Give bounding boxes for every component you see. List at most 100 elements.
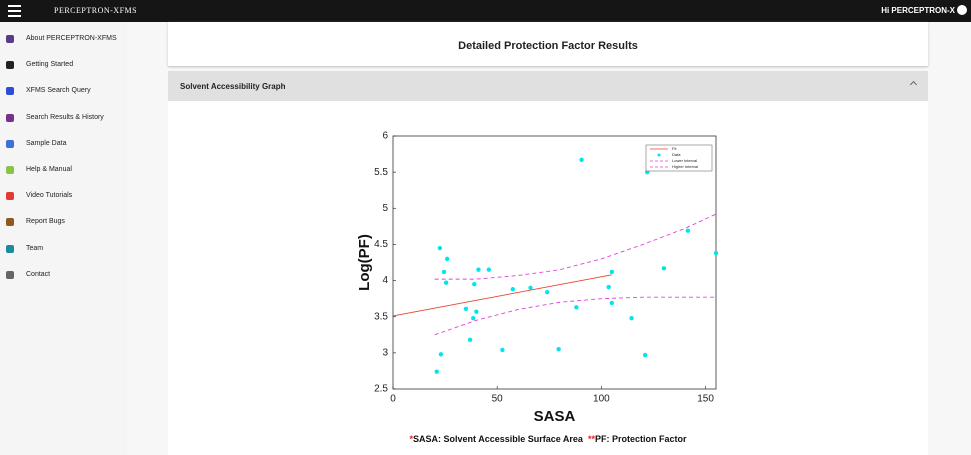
data-point xyxy=(474,309,479,314)
data-point xyxy=(661,266,667,271)
series-line xyxy=(392,274,612,317)
logo[interactable]: PERCEPTRON-XFMS xyxy=(54,6,138,15)
nav-icon xyxy=(6,113,14,122)
nav-label: Getting Started xyxy=(26,61,74,69)
data-point xyxy=(444,256,450,262)
data-point xyxy=(471,315,476,321)
data-point xyxy=(606,284,611,290)
y-tick-label: 5.5 xyxy=(374,167,388,178)
data-point xyxy=(437,245,443,251)
series-line xyxy=(434,213,717,280)
y-tick-label: 3 xyxy=(382,347,388,358)
chevron[interactable] xyxy=(909,80,918,89)
data-point xyxy=(609,300,615,306)
y-tick-label: 4.5 xyxy=(374,239,388,250)
series-line xyxy=(434,296,716,336)
data-point xyxy=(642,352,648,358)
nav-label: Team xyxy=(26,244,44,252)
data-point xyxy=(528,285,533,290)
data-point xyxy=(467,337,473,343)
x-tick-label: 150 xyxy=(697,394,714,405)
legend-label: Fit xyxy=(672,146,677,151)
data-point xyxy=(500,347,505,353)
page-title: Detailed Protection Factor Results xyxy=(458,40,638,52)
x-axis-label: SASA xyxy=(534,408,576,425)
nav-icon xyxy=(6,192,14,201)
y-tick-label: 4 xyxy=(382,275,388,286)
nav-icon xyxy=(6,166,14,174)
footnote-mark: ** xyxy=(587,434,595,444)
legend-label: Data xyxy=(672,152,681,157)
footnote-mark: * xyxy=(409,434,414,444)
nav-icon xyxy=(6,244,14,253)
nav-item[interactable]: Help & Manual xyxy=(0,161,127,181)
sidebar: About PERCEPTRON-XFMS Getting Started XFMS… xyxy=(0,22,127,455)
data-point xyxy=(713,250,719,256)
accordion-header[interactable]: Solvent Accessibility Graph xyxy=(168,71,928,101)
nav-item[interactable]: Sample Data xyxy=(0,135,127,155)
nav-icon xyxy=(6,87,14,96)
x-tick-label: 50 xyxy=(492,394,504,405)
data-point xyxy=(609,269,615,275)
data-point xyxy=(486,267,492,272)
nav-label: Sample Data xyxy=(26,139,67,147)
section-title: Solvent Accessibility Graph xyxy=(180,82,286,91)
x-tick-label: 100 xyxy=(593,394,610,405)
data-point xyxy=(574,305,579,310)
x-tick-label: 0 xyxy=(390,394,396,405)
greeting[interactable]: Hi PERCEPTRON-X xyxy=(881,6,955,15)
nav-item[interactable]: XFMS Search Query xyxy=(0,82,127,102)
data-point xyxy=(556,347,561,352)
nav-icon xyxy=(6,61,14,70)
data-point xyxy=(579,157,584,163)
nav-label: About PERCEPTRON-XFMS xyxy=(26,35,117,42)
y-tick-label: 3.5 xyxy=(374,311,388,322)
legend-swatch xyxy=(657,153,661,157)
nav-icon xyxy=(6,139,14,148)
data-point xyxy=(443,280,449,285)
nav-label: Contact xyxy=(26,270,51,278)
nav-item[interactable]: Report Bugs xyxy=(0,213,127,233)
y-tick-label: 2.5 xyxy=(374,384,388,395)
data-point xyxy=(441,269,447,275)
nav-icon xyxy=(6,270,14,279)
footnote: *SASA: Solvent Accessible Surface Area *… xyxy=(168,434,928,444)
nav-item[interactable]: Contact xyxy=(0,266,127,286)
nav-item[interactable]: About PERCEPTRON-XFMS xyxy=(0,30,127,50)
chart: 0 50 100 150 2.5 3 3.5 4 4.5 5 5.5 6 SASA Log(PF) FitD… xyxy=(356,131,719,425)
y-tick-label: 5 xyxy=(382,203,388,214)
nav-icon xyxy=(6,35,14,43)
data-point xyxy=(463,306,469,311)
footnote-text: PF: Protection Factor xyxy=(594,434,687,444)
nav-item[interactable]: Team xyxy=(0,240,127,260)
data-point xyxy=(545,289,550,295)
y-axis-label: Log(PF) xyxy=(356,234,373,291)
title-card: Detailed Protection Factor Results xyxy=(168,22,928,66)
nav-icon xyxy=(6,218,14,227)
footnote-text: SASA: Solvent Accessible Surface Area xyxy=(413,434,583,444)
data-point xyxy=(434,369,439,374)
nav-item[interactable]: Getting Started xyxy=(0,56,127,76)
menu-button[interactable] xyxy=(8,5,21,17)
data-point xyxy=(476,267,481,272)
data-point xyxy=(629,315,634,321)
nav-item[interactable]: Video Tutorials xyxy=(0,187,127,207)
nav-label: XFMS Search Query xyxy=(26,87,91,95)
nav-label: Report Bugs xyxy=(26,218,65,226)
nav-label: Video Tutorials xyxy=(26,192,73,200)
data-point xyxy=(438,352,444,357)
nav-label: Search Results & History xyxy=(26,113,104,121)
nav-label: Help & Manual xyxy=(26,166,72,173)
legend-label: Lower Interval xyxy=(672,158,697,163)
data-point xyxy=(472,281,477,287)
plot-area xyxy=(392,135,717,390)
data-point xyxy=(685,228,691,233)
user-icon[interactable] xyxy=(957,5,967,15)
top-bar: PERCEPTRON-XFMS Hi PERCEPTRON-X xyxy=(0,0,971,22)
legend-label: Higher Interval xyxy=(672,164,698,169)
y-tick-label: 6 xyxy=(382,131,388,142)
data-point xyxy=(510,287,516,292)
nav-item[interactable]: Search Results & History xyxy=(0,109,127,129)
